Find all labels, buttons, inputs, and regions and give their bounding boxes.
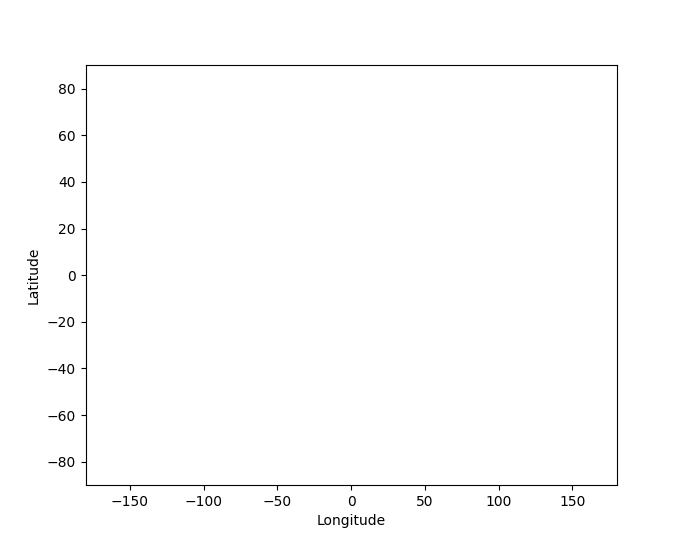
X-axis label: Longitude: Longitude	[316, 514, 386, 528]
Y-axis label: Latitude: Latitude	[27, 246, 41, 304]
